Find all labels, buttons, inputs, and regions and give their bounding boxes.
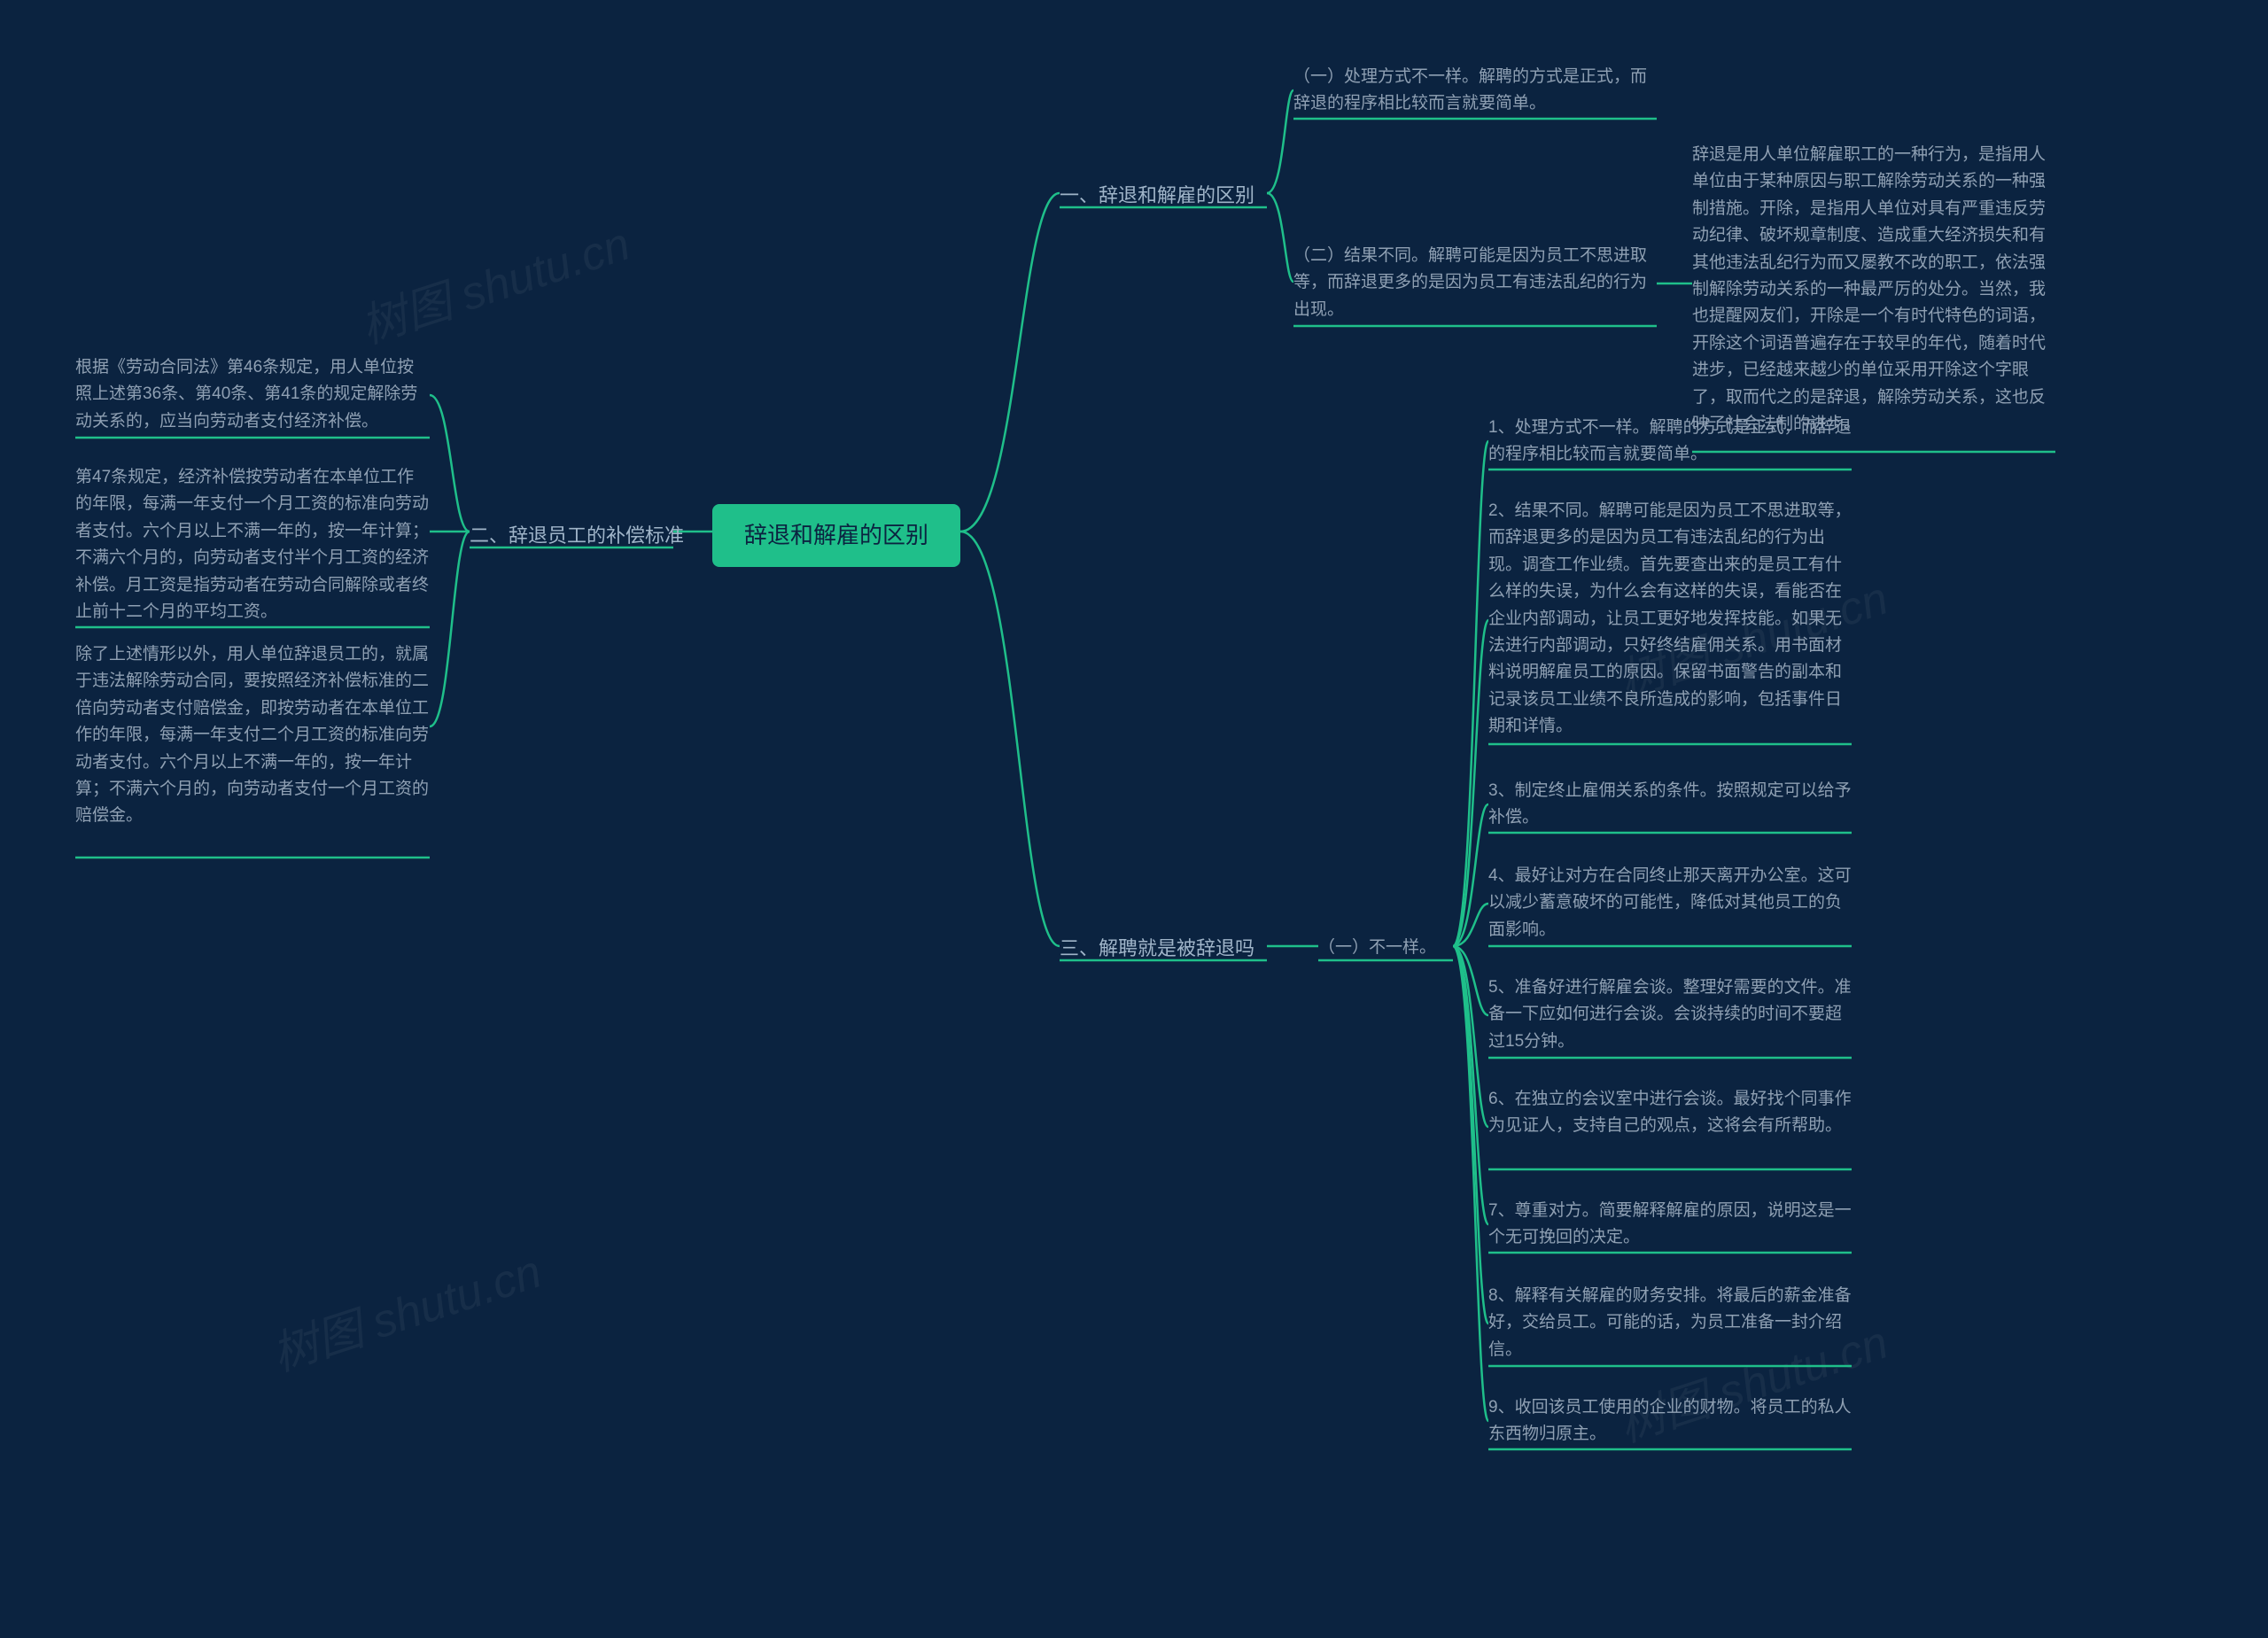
branch3-child2[interactable]: 2、结果不同。解聘可能是因为员工不思进取等，而辞退更多的是因为员工有违法乱纪的行…: [1488, 498, 1852, 741]
watermark: 树图 shutu.cn: [351, 206, 637, 356]
branch-2[interactable]: 二、辞退员工的补偿标准: [470, 521, 684, 550]
branch3-sub[interactable]: （一）不一样。: [1318, 935, 1436, 961]
branch2-child1[interactable]: 根据《劳动合同法》第46条规定，用人单位按照上述第36条、第40条、第41条的规…: [75, 354, 430, 435]
branch1-child2[interactable]: （二）结果不同。解聘可能是因为员工不思进取等，而辞退更多的是因为员工有违法乱纪的…: [1293, 243, 1657, 323]
branch-1[interactable]: 一、辞退和解雇的区别: [1060, 181, 1254, 210]
branch3-child5[interactable]: 5、准备好进行解雇会谈。整理好需要的文件。准备一下应如何进行会谈。会谈持续的时间…: [1488, 974, 1852, 1055]
branch2-child2[interactable]: 第47条规定，经济补偿按劳动者在本单位工作的年限，每满一年支付一个月工资的标准向…: [75, 464, 430, 625]
root-node[interactable]: 辞退和解雇的区别: [712, 504, 960, 567]
branch3-child1[interactable]: 1、处理方式不一样。解聘的方式是正式，而辞退的程序相比较而言就要简单。: [1488, 415, 1852, 469]
branch3-child9[interactable]: 9、收回该员工使用的企业的财物。将员工的私人东西物归原主。: [1488, 1394, 1852, 1448]
branch3-child8[interactable]: 8、解释有关解雇的财务安排。将最后的薪金准备好，交给员工。可能的话，为员工准备一…: [1488, 1283, 1852, 1363]
branch3-child4[interactable]: 4、最好让对方在合同终止那天离开办公室。这可以减少蓄意破坏的可能性，降低对其他员…: [1488, 863, 1852, 943]
branch3-child3[interactable]: 3、制定终止雇佣关系的条件。按照规定可以给予补偿。: [1488, 778, 1852, 832]
branch-3[interactable]: 三、解聘就是被辞退吗: [1060, 934, 1254, 963]
watermark: 树图 shutu.cn: [262, 1234, 548, 1384]
branch3-child6[interactable]: 6、在独立的会议室中进行会谈。最好找个同事作为见证人，支持自己的观点，这将会有所…: [1488, 1086, 1852, 1140]
branch2-child3[interactable]: 除了上述情形以外，用人单位辞退员工的，就属于违法解除劳动合同，要按照经济补偿标准…: [75, 641, 430, 830]
branch1-child1[interactable]: （一）处理方式不一样。解聘的方式是正式，而辞退的程序相比较而言就要简单。: [1293, 64, 1657, 118]
branch1-child2-detail[interactable]: 辞退是用人单位解雇职工的一种行为，是指用人单位由于某种原因与职工解除劳动关系的一…: [1692, 142, 2055, 438]
branch3-child7[interactable]: 7、尊重对方。简要解释解雇的原因，说明这是一个无可挽回的决定。: [1488, 1198, 1852, 1252]
